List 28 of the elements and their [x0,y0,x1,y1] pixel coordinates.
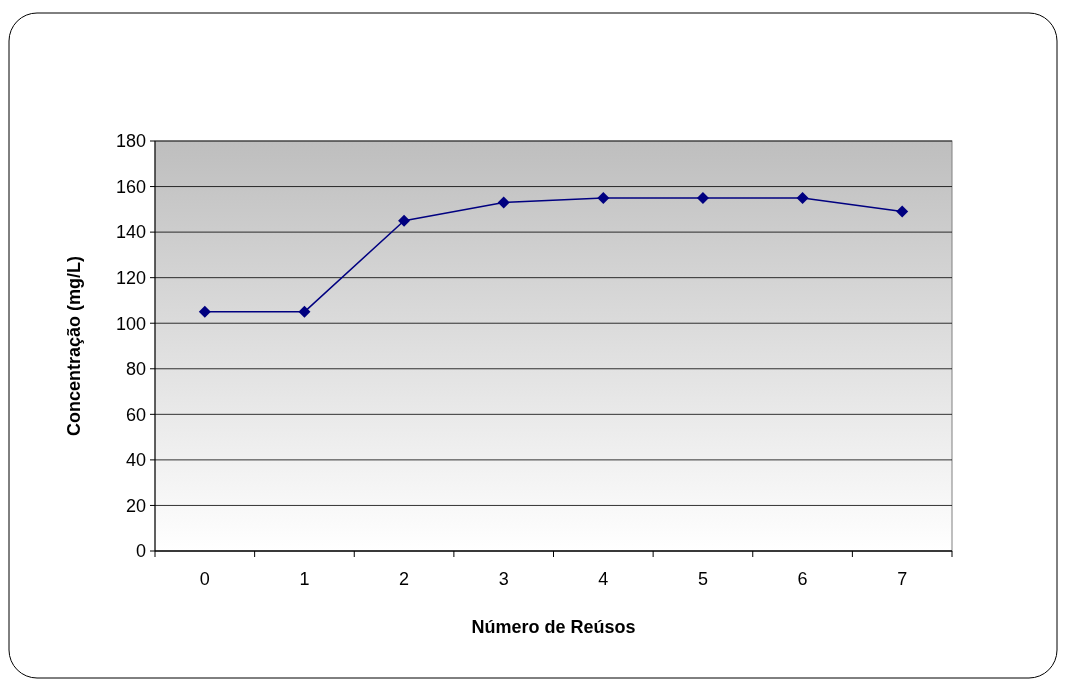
y-tick-label: 140 [115,222,146,243]
point [597,191,610,204]
x-tick-label: 0 [199,569,210,589]
y-tick-label: 180 [115,131,146,152]
x-tick-label: 4 [598,569,609,589]
point [896,205,909,218]
y-tick-label: 60 [125,404,146,425]
x-tick-label: 6 [797,569,808,589]
y-tick-label: 20 [125,495,146,516]
y-axis-title: Concentração (mg/L) [64,255,84,437]
y-tick-label: 40 [125,450,146,471]
x-tick-label: 2 [399,569,410,589]
point [398,214,411,227]
point [298,305,311,318]
y-tick-label: 80 [125,359,146,380]
y-tick-label: 120 [115,267,146,288]
x-tick-label: 3 [498,569,509,589]
y-tick-label: 100 [115,313,146,334]
x-tick-label: 1 [299,569,310,589]
x-tick-label: 7 [897,569,908,589]
x-tick-label: 5 [697,569,708,589]
y-tick-label: 0 [135,541,146,562]
point [198,305,211,318]
point [796,191,809,204]
y-tick-label: 160 [115,176,146,197]
point [497,196,510,209]
x-axis-title: Número de Reúsos [471,617,636,637]
point [696,191,709,204]
